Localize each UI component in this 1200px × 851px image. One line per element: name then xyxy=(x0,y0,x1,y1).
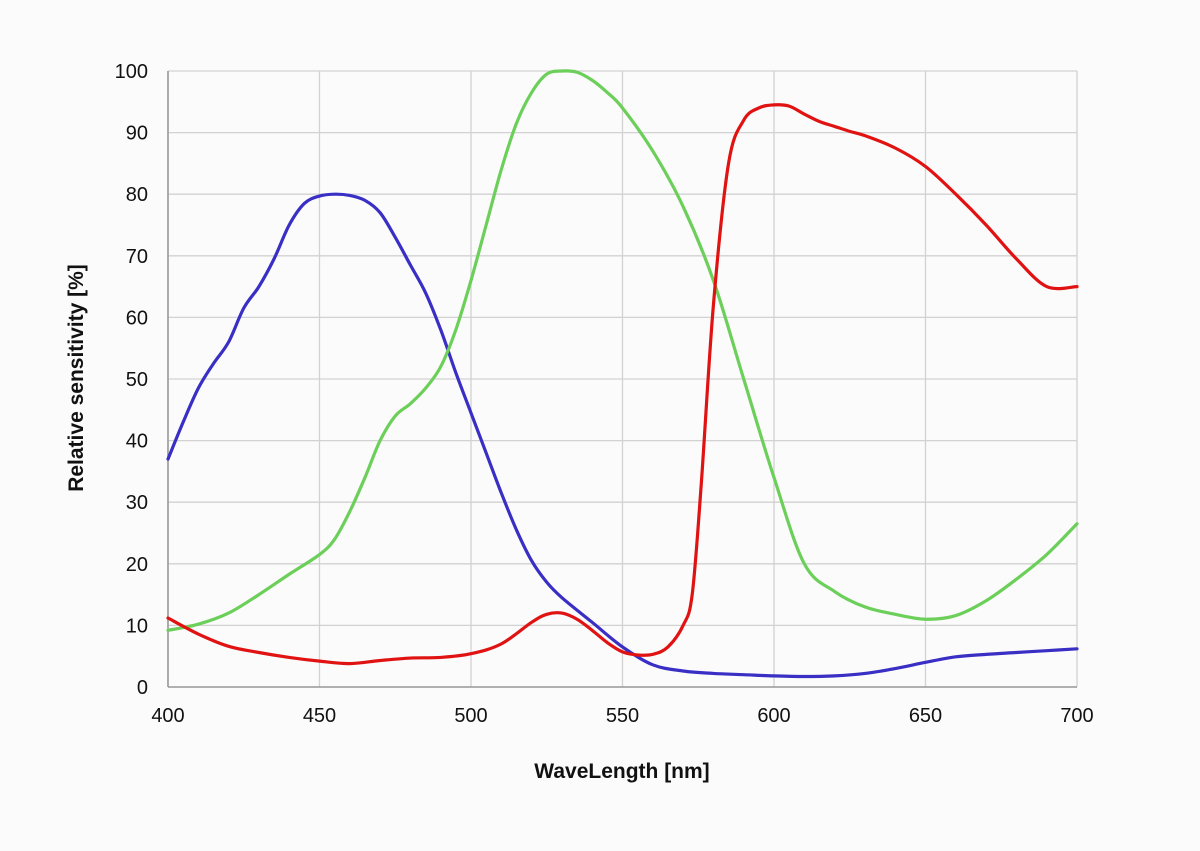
y-tick-label: 10 xyxy=(126,615,148,637)
y-tick-label: 70 xyxy=(126,246,148,268)
x-tick-label: 650 xyxy=(909,705,942,727)
y-tick-label: 60 xyxy=(126,307,148,329)
blue-series-line xyxy=(166,192,1079,679)
x-axis-title: WaveLength [nm] xyxy=(534,760,709,783)
y-tick-label: 30 xyxy=(126,492,148,514)
y-axis-title: Relative sensitivity [%] xyxy=(65,264,88,492)
x-tick-label: 400 xyxy=(151,705,184,727)
green-series-line xyxy=(166,69,1079,632)
series-lines xyxy=(166,69,1079,679)
x-tick-label: 600 xyxy=(757,705,790,727)
y-tick-label: 100 xyxy=(115,61,148,83)
x-tick-label: 550 xyxy=(606,705,639,727)
red-series-line xyxy=(166,103,1079,666)
y-tick-label: 50 xyxy=(126,369,148,391)
axes xyxy=(167,71,1077,688)
y-tick-label: 90 xyxy=(126,123,148,145)
grid xyxy=(167,70,1078,688)
y-tick-label: 20 xyxy=(126,554,148,576)
x-tick-label: 450 xyxy=(303,705,336,727)
y-tick-label: 40 xyxy=(126,431,148,453)
y-tick-label: 80 xyxy=(126,184,148,206)
y-tick-label: 0 xyxy=(137,677,148,699)
tick-labels: 0 10 20 30 40 50 60 70 80 90 100 400 450 500 550 600 650… xyxy=(115,61,1094,727)
x-tick-label: 500 xyxy=(454,705,487,727)
x-tick-label: 700 xyxy=(1060,705,1093,727)
